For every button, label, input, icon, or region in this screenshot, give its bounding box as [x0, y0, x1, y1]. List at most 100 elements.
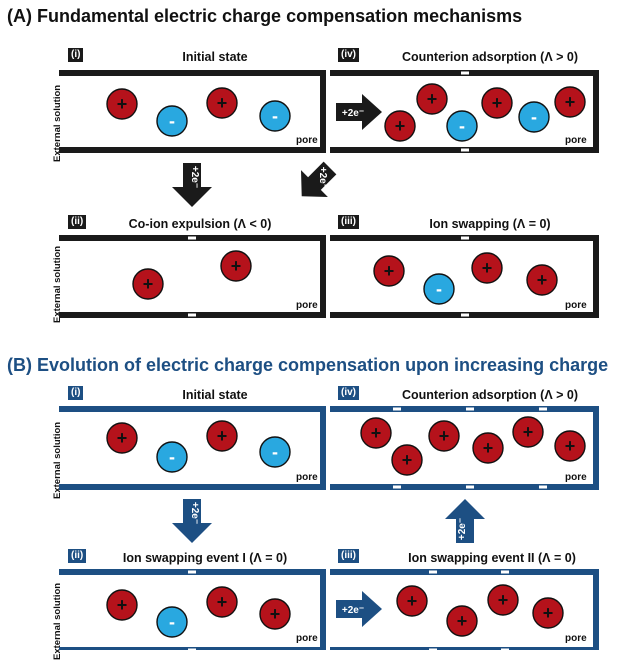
cation-sign: + — [117, 428, 128, 448]
pore-label: pore — [565, 300, 587, 311]
cation-circle — [472, 432, 504, 464]
anion: - — [156, 606, 188, 638]
anion-sign: - — [436, 279, 442, 299]
electrode-charge — [501, 570, 509, 574]
electrode-charge — [429, 570, 437, 574]
anion: - — [446, 110, 478, 142]
cation-sign: + — [537, 270, 548, 290]
cation: + — [554, 430, 586, 462]
anion-circle — [259, 100, 291, 132]
cation: + — [206, 87, 238, 119]
electrode-charge — [393, 485, 401, 489]
cation: + — [132, 268, 164, 300]
cation: + — [532, 597, 564, 629]
charge-step-label: +2e⁻ — [342, 108, 364, 119]
cation: + — [106, 422, 138, 454]
anion-sign: - — [169, 447, 175, 467]
anion-circle — [156, 105, 188, 137]
pore-label: pore — [565, 135, 587, 146]
panel-b-iii-title: Ion swapping event II (Λ = 0) — [408, 551, 576, 565]
cation-circle — [106, 422, 138, 454]
arrow-down-icon — [172, 499, 212, 543]
charge-step-label: +2e⁻ — [189, 166, 200, 188]
cation: + — [106, 589, 138, 621]
cation-sign: + — [384, 261, 395, 281]
anion-sign: - — [272, 106, 278, 126]
electrode-charge — [393, 407, 401, 411]
charging-arrow: +2e⁻ — [301, 161, 337, 197]
cation-sign: + — [439, 426, 450, 446]
cation: + — [396, 585, 428, 617]
cation-circle — [106, 88, 138, 120]
cation-circle — [206, 87, 238, 119]
cation: + — [472, 432, 504, 464]
cation-circle — [373, 255, 405, 287]
electrode-charge — [188, 570, 196, 574]
cation-sign: + — [231, 256, 242, 276]
cation-sign: + — [498, 590, 509, 610]
charging-arrow: +2e⁻ — [172, 499, 212, 543]
cation-circle — [384, 110, 416, 142]
cation-circle — [106, 589, 138, 621]
cation-sign: + — [565, 436, 576, 456]
anion-sign: - — [531, 107, 537, 127]
cation: + — [206, 586, 238, 618]
cation-sign: + — [217, 93, 228, 113]
cation-sign: + — [371, 423, 382, 443]
cation: + — [512, 416, 544, 448]
anion-circle — [156, 441, 188, 473]
cation: + — [384, 110, 416, 142]
cation-sign: + — [565, 92, 576, 112]
arrow-down-icon — [172, 163, 212, 207]
section-b-title: (B) Evolution of electric charge compens… — [7, 355, 609, 375]
charge-step-label: +2e⁻ — [189, 502, 200, 524]
cation-sign: + — [427, 89, 438, 109]
electrode-charge — [539, 407, 547, 411]
cation-sign: + — [492, 93, 503, 113]
cation-circle — [206, 586, 238, 618]
charge-step-label: +2e⁻ — [317, 167, 328, 189]
panel-a-ii-tag: (ii) — [68, 215, 87, 229]
cation: + — [259, 598, 291, 630]
pore-label: pore — [296, 135, 318, 146]
electrode-charge — [466, 485, 474, 489]
cation-sign: + — [217, 426, 228, 446]
cation-circle — [132, 268, 164, 300]
charge-step-label: +2e⁻ — [457, 518, 468, 540]
cation-circle — [471, 252, 503, 284]
anion-circle — [423, 273, 455, 305]
cation: + — [106, 88, 138, 120]
panel-b-i-tag: (i) — [68, 386, 84, 400]
panel-b-ii-title: Ion swapping event I (Λ = 0) — [122, 551, 288, 565]
pore-frame — [59, 70, 326, 153]
charging-arrow: +2e⁻ — [336, 94, 382, 130]
panel-a-i-title: Initial state — [182, 50, 248, 64]
electrode-charge — [461, 71, 469, 75]
cation-circle — [512, 416, 544, 448]
panel-b-i-title: Initial state — [182, 388, 248, 402]
cation-circle — [532, 597, 564, 629]
cation-sign: + — [482, 258, 493, 278]
cation: + — [471, 252, 503, 284]
cation-circle — [396, 585, 428, 617]
cation-sign: + — [402, 450, 413, 470]
panel-b-iv-title: Counterion adsorption (Λ > 0) — [401, 388, 579, 402]
cation-circle — [416, 83, 448, 115]
cation-sign: + — [407, 591, 418, 611]
charging-arrow: +2e⁻ — [336, 591, 382, 627]
panel-b-iv-tag: (iv) — [338, 386, 359, 400]
cation-sign: + — [457, 611, 468, 631]
panel-b-ii-tag: (ii) — [68, 549, 87, 563]
cation-circle — [259, 598, 291, 630]
cation: + — [391, 444, 423, 476]
electrode-charge — [461, 313, 469, 317]
cation: + — [428, 420, 460, 452]
pore-frame — [330, 569, 599, 650]
cation: + — [373, 255, 405, 287]
cation-sign: + — [117, 595, 128, 615]
arrow-right-icon — [336, 94, 382, 130]
cation: + — [206, 420, 238, 452]
electrode-charge — [188, 236, 196, 240]
cation-sign: + — [117, 94, 128, 114]
